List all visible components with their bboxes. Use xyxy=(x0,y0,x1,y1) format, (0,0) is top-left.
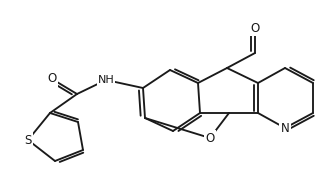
Text: S: S xyxy=(24,134,32,147)
Text: O: O xyxy=(250,21,260,34)
Text: N: N xyxy=(281,121,289,134)
Text: O: O xyxy=(47,72,57,85)
Text: O: O xyxy=(205,131,214,144)
Text: NH: NH xyxy=(98,75,114,85)
